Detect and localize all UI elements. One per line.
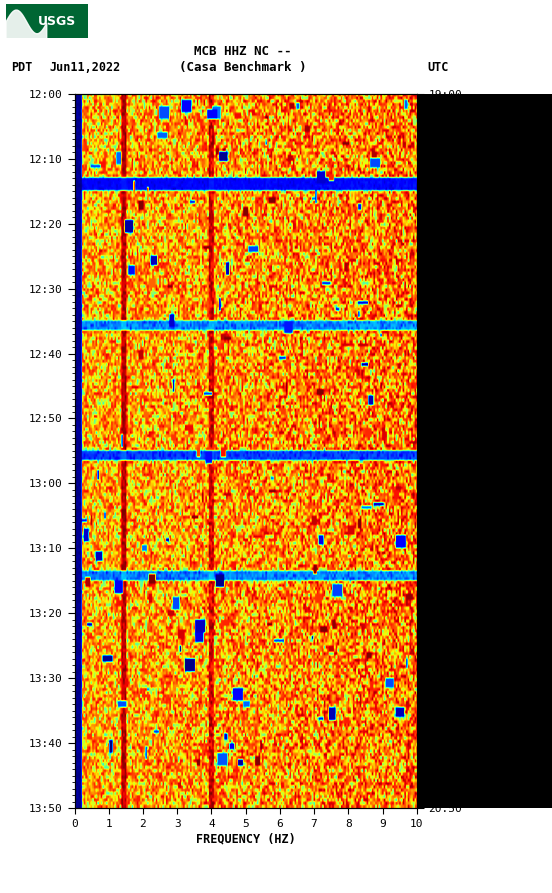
Text: (Casa Benchmark ): (Casa Benchmark ) bbox=[179, 62, 306, 74]
Text: PDT: PDT bbox=[11, 62, 33, 74]
Text: Jun11,2022: Jun11,2022 bbox=[50, 62, 121, 74]
X-axis label: FREQUENCY (HZ): FREQUENCY (HZ) bbox=[196, 833, 295, 846]
Text: UTC: UTC bbox=[428, 62, 449, 74]
Text: MCB HHZ NC --: MCB HHZ NC -- bbox=[194, 46, 291, 58]
Text: USGS: USGS bbox=[38, 15, 76, 28]
